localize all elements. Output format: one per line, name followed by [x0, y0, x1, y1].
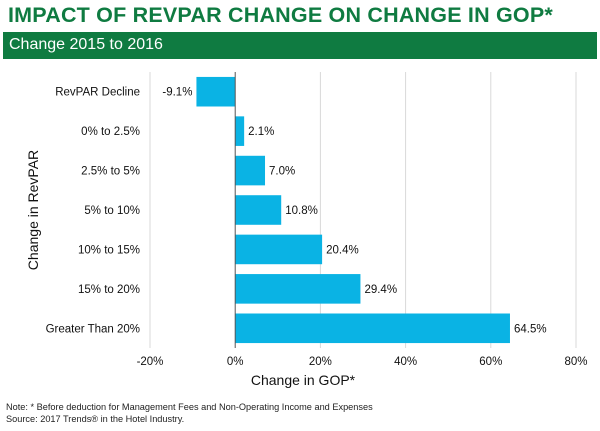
- category-label: 15% to 20%: [78, 284, 140, 296]
- bar: [235, 116, 245, 146]
- category-label: 0% to 2.5%: [81, 126, 140, 138]
- x-axis-title: Change in GOP*: [251, 372, 356, 388]
- bar: [235, 274, 361, 304]
- data-label: -9.1%: [162, 87, 192, 99]
- subtitle-banner: Change 2015 to 2016: [3, 32, 597, 59]
- x-tick-label: 0%: [227, 356, 244, 368]
- bar: [235, 313, 510, 344]
- x-tick-label: 40%: [394, 356, 417, 368]
- y-axis-title: Change in RevPAR: [25, 150, 41, 270]
- category-label: Greater Than 20%: [46, 323, 140, 335]
- source-line: Source: 2017 Trends® in the Hotel Indust…: [6, 413, 185, 424]
- bars: [196, 76, 510, 344]
- footnotes: Note: * Before deduction for Management …: [6, 402, 373, 425]
- category-label: 2.5% to 5%: [81, 166, 140, 178]
- chart-subtitle: Change 2015 to 2016: [9, 36, 163, 53]
- bar: [235, 155, 266, 186]
- data-label: 10.8%: [285, 205, 318, 217]
- data-label: 2.1%: [248, 126, 274, 138]
- bar: [235, 195, 282, 225]
- data-label: 7.0%: [269, 166, 295, 178]
- category-label: RevPAR Decline: [55, 87, 140, 99]
- x-tick-label: 20%: [309, 356, 332, 368]
- x-tick-label: 80%: [564, 356, 587, 368]
- data-label: 29.4%: [364, 284, 397, 296]
- category-label: 5% to 10%: [84, 205, 140, 217]
- category-label: 10% to 15%: [78, 244, 140, 256]
- x-tick-label: 60%: [479, 356, 502, 368]
- bar: [235, 234, 323, 265]
- x-tick-label: -20%: [137, 356, 164, 368]
- labels: -9.1% RevPAR Decline 2.1% 0% to 2.5% 7.0% 2.5…: [25, 87, 588, 388]
- bar: [196, 76, 236, 107]
- gridlines: [149, 72, 577, 348]
- chart-title: IMPACT OF REVPAR CHANGE ON CHANGE IN GOP…: [8, 3, 553, 27]
- note-line: Note: * Before deduction for Management …: [6, 402, 373, 412]
- data-label: 64.5%: [514, 323, 547, 335]
- data-label: 20.4%: [326, 244, 359, 256]
